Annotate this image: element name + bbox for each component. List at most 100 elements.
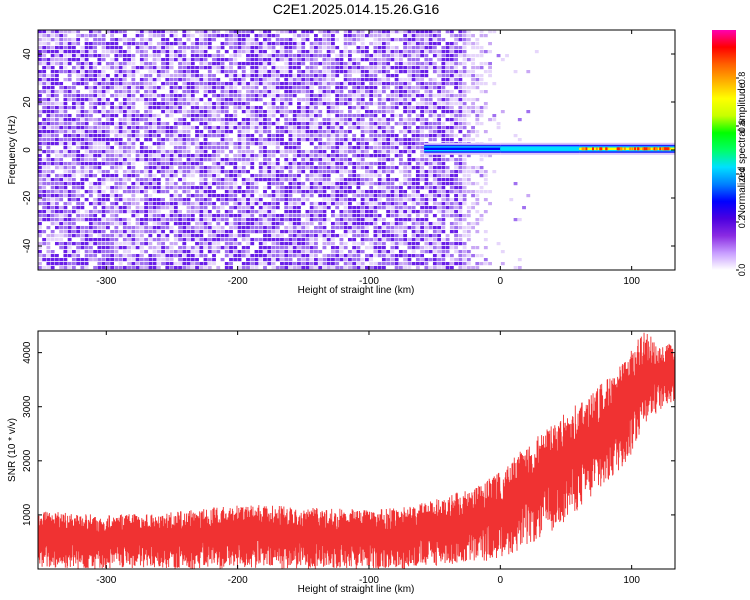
spectrogram-cell [386,210,391,214]
spectrogram-cell [169,198,174,202]
spectrogram-cell [84,62,89,66]
spectrogram-cell [59,82,64,86]
spectrogram-cell [335,226,340,230]
spectrogram-cell [305,234,310,238]
spectrogram-cell [148,254,153,258]
spectrogram-cell [76,198,81,202]
spectrogram-cell [398,226,403,230]
spectrogram-cell [343,78,348,82]
spectrogram-cell [411,62,416,66]
spectrogram-cell [309,242,314,246]
spectrogram-cell [301,90,306,94]
spectrogram-cell [305,66,310,70]
spectrogram-cell [343,210,348,214]
spectrogram-cell [314,102,318,106]
spectrogram-cell [348,142,352,146]
spectrogram-cell [420,54,425,58]
spectrogram-cell [386,58,391,62]
spectrogram-cell [165,262,170,266]
spectrogram-cell [212,258,216,262]
spectrogram-cell [220,166,225,170]
spectrogram-cell [335,218,340,222]
spectrogram-cell [420,206,425,210]
spectrogram-cell [161,154,165,158]
spectrogram-cell [229,82,233,86]
spectrogram-cell [364,238,369,242]
spectrogram-cell [390,238,395,242]
spectrogram-cell [377,266,382,270]
spectrogram-cell [364,190,369,194]
spectrogram-cell [42,38,47,42]
spectrogram-cell [373,266,378,270]
spectrogram-cell [335,166,340,170]
spectrogram-cell [288,190,293,194]
spectrogram-cell [335,138,340,142]
spectrogram-cell [148,114,153,118]
spectrogram-cell [169,150,174,154]
spectrogram-cell [54,218,59,222]
spectrogram-cell [301,126,306,130]
spectrogram-cell [199,98,204,102]
spectrogram-cell [46,94,51,98]
spectrogram-cell [394,62,399,66]
spectrogram-cell [122,230,127,234]
spectrogram-cell [258,222,263,226]
spectrogram-cell [352,114,357,118]
spectrogram-cell [305,222,310,226]
spectrogram-cell [46,110,51,114]
spectrogram-cell [331,142,335,146]
spectrogram-cell [169,242,174,246]
spectrogram-cell [67,30,72,34]
spectrogram-cell [386,150,391,154]
spectrogram-cell [199,202,204,206]
spectrogram-cell [407,186,412,190]
spectrogram-cell [386,70,391,74]
spectrogram-cell [71,206,76,210]
spectrogram-cell [71,70,76,74]
spectrogram-cell [93,174,98,178]
spectrogram-cell [233,162,238,166]
spectrogram-cell [233,98,238,102]
spectrogram-cell [148,66,153,70]
spectrogram-cell [318,202,323,206]
spectrogram-cell [364,254,369,258]
spectrogram-cell [152,214,157,218]
spectrogram-cell [237,206,242,210]
spectrogram-cell [161,202,165,206]
spectrogram-cell [254,266,259,270]
spectrogram-cell [114,150,119,154]
spectrogram-cell [246,58,250,62]
spectrogram-cell [224,142,229,146]
spectrogram-cell [326,34,331,38]
spectrogram-cell [377,30,382,34]
spectrogram-cell [331,50,335,54]
spectrogram-cell [148,74,153,78]
spectrogram-cell [42,90,47,94]
spectrogram-cell [178,106,182,110]
spectrogram-cell [178,74,182,78]
spectrogram-cell [207,238,212,242]
spectrogram-cell [369,266,374,270]
spectrogram-cell [445,182,450,186]
spectrogram-cell [424,234,429,238]
spectrogram-cell [250,54,255,58]
spectrogram-cell [139,114,144,118]
spectrogram-cell [88,158,93,162]
spectrogram-cell [97,170,102,174]
spectrogram-cell [97,74,102,78]
spectrogram-cell [263,266,267,270]
spectrogram-cell [131,78,136,82]
spectrogram-cell [339,254,344,258]
spectrogram-cell [326,102,331,106]
spectrogram-cell [114,82,119,86]
spectrogram-cell [54,162,59,166]
spectrogram-cell [280,154,284,158]
spectrogram-cell [331,214,335,218]
spectrogram-cell [88,230,93,234]
spectrogram-cell [246,42,250,46]
spectrogram-cell [280,182,284,186]
spectrogram-cell [415,238,420,242]
spectrogram-cell [241,46,246,50]
spectrogram-cell [241,42,246,46]
spectrogram-cell [343,114,348,118]
